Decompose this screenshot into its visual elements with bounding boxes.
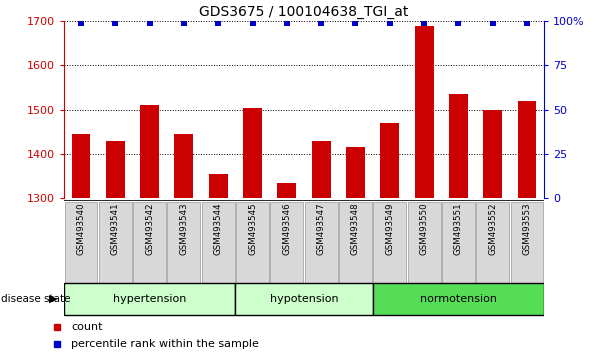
Text: normotension: normotension	[420, 294, 497, 304]
FancyBboxPatch shape	[167, 202, 201, 287]
Bar	[415, 26, 434, 198]
FancyBboxPatch shape	[373, 283, 544, 315]
Text: GSM493548: GSM493548	[351, 202, 360, 255]
Text: GSM493549: GSM493549	[385, 202, 394, 255]
Bar	[106, 141, 125, 198]
FancyBboxPatch shape	[407, 202, 441, 287]
Bar	[517, 101, 536, 198]
FancyBboxPatch shape	[305, 202, 337, 287]
Text: GSM493553: GSM493553	[522, 202, 531, 255]
FancyBboxPatch shape	[442, 202, 475, 287]
Text: GSM493546: GSM493546	[282, 202, 291, 255]
Point	[247, 20, 257, 26]
Text: hypertension: hypertension	[113, 294, 186, 304]
Text: GSM493540: GSM493540	[77, 202, 86, 255]
FancyBboxPatch shape	[271, 202, 303, 287]
FancyBboxPatch shape	[202, 202, 235, 287]
Point	[145, 20, 154, 26]
Bar	[346, 147, 365, 198]
Point	[454, 20, 463, 26]
Text: disease state: disease state	[1, 294, 70, 304]
FancyBboxPatch shape	[64, 283, 235, 315]
Bar	[381, 123, 399, 198]
Point	[522, 20, 532, 26]
Point	[179, 20, 188, 26]
Bar	[209, 174, 227, 198]
Text: GSM493551: GSM493551	[454, 202, 463, 255]
Text: GSM493552: GSM493552	[488, 202, 497, 255]
Point	[419, 20, 429, 26]
Text: GSM493545: GSM493545	[248, 202, 257, 255]
FancyBboxPatch shape	[64, 202, 97, 287]
Bar	[243, 108, 262, 198]
Point	[385, 20, 395, 26]
Text: GSM493543: GSM493543	[179, 202, 188, 255]
Text: GSM493541: GSM493541	[111, 202, 120, 255]
Text: GSM493544: GSM493544	[214, 202, 223, 255]
Point	[213, 20, 223, 26]
Text: ▶: ▶	[49, 294, 58, 304]
Bar	[140, 105, 159, 198]
FancyBboxPatch shape	[235, 283, 373, 315]
Title: GDS3675 / 100104638_TGI_at: GDS3675 / 100104638_TGI_at	[199, 5, 409, 19]
FancyBboxPatch shape	[476, 202, 509, 287]
FancyBboxPatch shape	[511, 202, 544, 287]
Bar	[483, 110, 502, 198]
Bar	[174, 134, 193, 198]
Point	[351, 20, 361, 26]
Point	[488, 20, 497, 26]
Point	[111, 20, 120, 26]
Point	[76, 20, 86, 26]
Bar	[277, 183, 296, 198]
Point	[282, 20, 292, 26]
Text: count: count	[71, 321, 103, 332]
FancyBboxPatch shape	[99, 202, 132, 287]
Point	[316, 20, 326, 26]
Bar	[449, 94, 468, 198]
FancyBboxPatch shape	[339, 202, 372, 287]
FancyBboxPatch shape	[373, 202, 406, 287]
Text: percentile rank within the sample: percentile rank within the sample	[71, 339, 259, 349]
FancyBboxPatch shape	[236, 202, 269, 287]
Text: GSM493547: GSM493547	[317, 202, 326, 255]
Text: GSM493550: GSM493550	[420, 202, 429, 255]
Text: hypotension: hypotension	[270, 294, 338, 304]
Bar	[72, 134, 91, 198]
FancyBboxPatch shape	[133, 202, 166, 287]
Text: GSM493542: GSM493542	[145, 202, 154, 255]
Bar	[312, 141, 331, 198]
